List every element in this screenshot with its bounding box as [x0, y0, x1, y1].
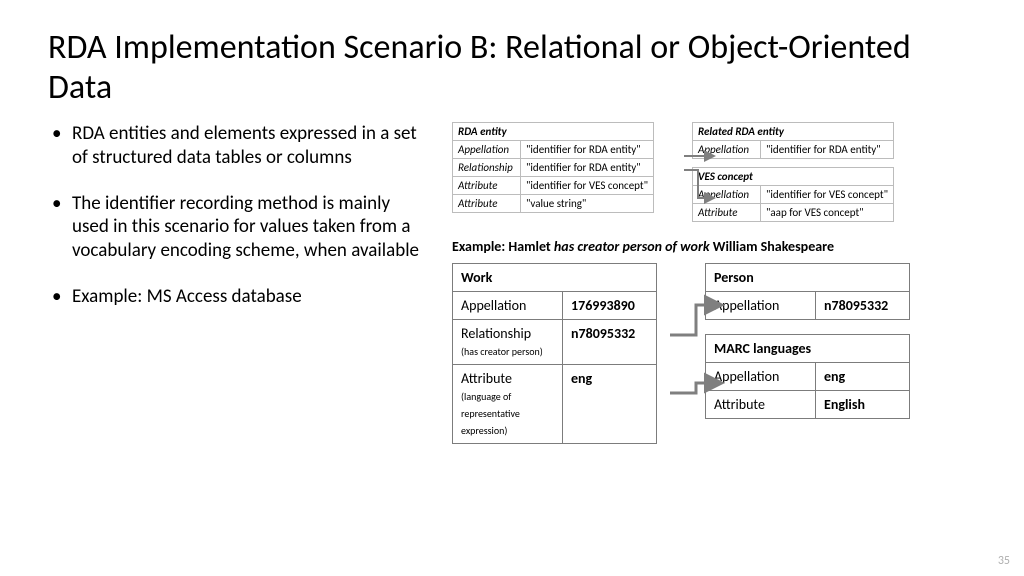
ves-header: VES concept [693, 168, 894, 186]
slide-number: 35 [998, 554, 1010, 568]
cell: "identifier for RDA entity" [521, 141, 654, 159]
person-table: Person Appellation n78095332 [705, 263, 910, 320]
cell: 176993890 [563, 292, 657, 320]
person-header: Person [706, 264, 910, 292]
cell: Appellation [706, 292, 816, 320]
cell: Appellation [453, 292, 563, 320]
example-pre: Example: Hamlet [452, 238, 554, 255]
marc-table: MARC languages Appellation eng Attribute… [705, 334, 910, 419]
cell: "aap for VES concept" [761, 204, 894, 222]
related-rda-header: Related RDA entity [693, 123, 894, 141]
rda-entity-table: RDA entity Appellation"identifier for RD… [452, 122, 654, 213]
cell: Appellation [693, 186, 761, 204]
example-ital: has creator person of work [554, 238, 710, 255]
cell: n78095332 [816, 292, 910, 320]
cell: "value string" [521, 195, 654, 213]
bullet-2: The identifier recording method is mainl… [48, 192, 428, 263]
rda-entity-header: RDA entity [453, 123, 654, 141]
bullet-3: Example: MS Access database [48, 285, 428, 309]
cell: English [816, 391, 910, 419]
related-rda-entity-table: Related RDA entity Appellation"identifie… [692, 122, 894, 159]
cell: "identifier for RDA entity" [521, 159, 654, 177]
work-table: Work Appellation 176993890 Relationship(… [452, 263, 657, 444]
work-header: Work [453, 264, 657, 292]
cell: n78095332 [563, 320, 657, 365]
cell: Attribute [693, 204, 761, 222]
example-post: William Shakespeare [710, 238, 834, 255]
cell: Relationship [453, 159, 521, 177]
diagram-column: RDA entity Appellation"identifier for RD… [452, 122, 976, 444]
cell: "identifier for VES concept" [521, 177, 654, 195]
cell: "identifier for VES concept" [761, 186, 894, 204]
cell: Attribute(language of representative exp… [453, 365, 563, 444]
marc-header: MARC languages [706, 335, 910, 363]
bullets-column: RDA entities and elements expressed in a… [48, 122, 428, 444]
cell: Relationship(has creator person) [453, 320, 563, 365]
cell: "identifier for RDA entity" [761, 141, 894, 159]
example-label: Example: Hamlet has creator person of wo… [452, 238, 976, 255]
cell: Attribute [706, 391, 816, 419]
slide-title: RDA Implementation Scenario B: Relationa… [48, 28, 976, 108]
ves-concept-table: VES concept Appellation"identifier for V… [692, 167, 894, 222]
cell: Appellation [706, 363, 816, 391]
cell: eng [563, 365, 657, 444]
cell: Attribute [453, 177, 521, 195]
cell: Attribute [453, 195, 521, 213]
cell: Appellation [693, 141, 761, 159]
bullet-1: RDA entities and elements expressed in a… [48, 122, 428, 170]
cell: Appellation [453, 141, 521, 159]
cell: eng [816, 363, 910, 391]
